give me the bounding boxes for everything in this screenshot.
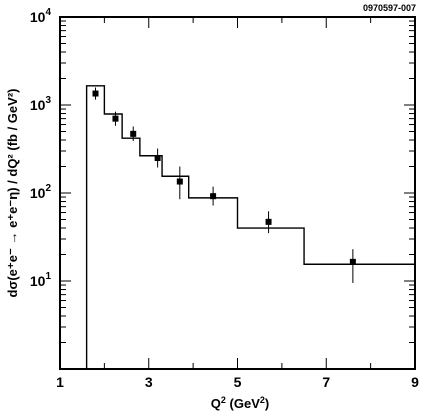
data-point-4 — [154, 154, 161, 161]
y-tick-label: 102 — [30, 183, 52, 201]
data-point-5 — [176, 178, 183, 185]
histogram-line — [85, 85, 415, 369]
y-tick-label: 101 — [30, 271, 52, 289]
y-tick-label: 104 — [30, 7, 52, 25]
figure-id-label: 0970597-007 — [363, 3, 416, 13]
data-point-8 — [349, 258, 356, 265]
x-axis-title: Q2 (GeV2) — [211, 395, 269, 411]
data-point-1 — [92, 90, 99, 97]
data-points — [92, 87, 356, 283]
y-tick-labels: 101 102 103 104 — [30, 7, 52, 289]
plot-frame — [59, 16, 416, 370]
x-tick-label: 5 — [234, 374, 242, 390]
data-point-6 — [210, 193, 217, 200]
x-tick-label: 7 — [322, 374, 330, 390]
axis-ticks — [59, 17, 416, 370]
data-point-7 — [265, 218, 272, 225]
y-tick-label: 103 — [30, 95, 52, 113]
x-tick-label: 1 — [56, 374, 64, 390]
data-point-3 — [130, 130, 137, 137]
data-point-2 — [112, 115, 119, 122]
x-tick-labels: 1 3 5 7 9 — [56, 374, 419, 390]
x-tick-label: 3 — [145, 374, 153, 390]
histogram — [85, 85, 415, 369]
y-axis-title: dσ(e⁺e⁻ → e⁺e⁻η) / dQ² (fb / GeV²) — [5, 89, 20, 298]
x-tick-label: 9 — [411, 374, 419, 390]
